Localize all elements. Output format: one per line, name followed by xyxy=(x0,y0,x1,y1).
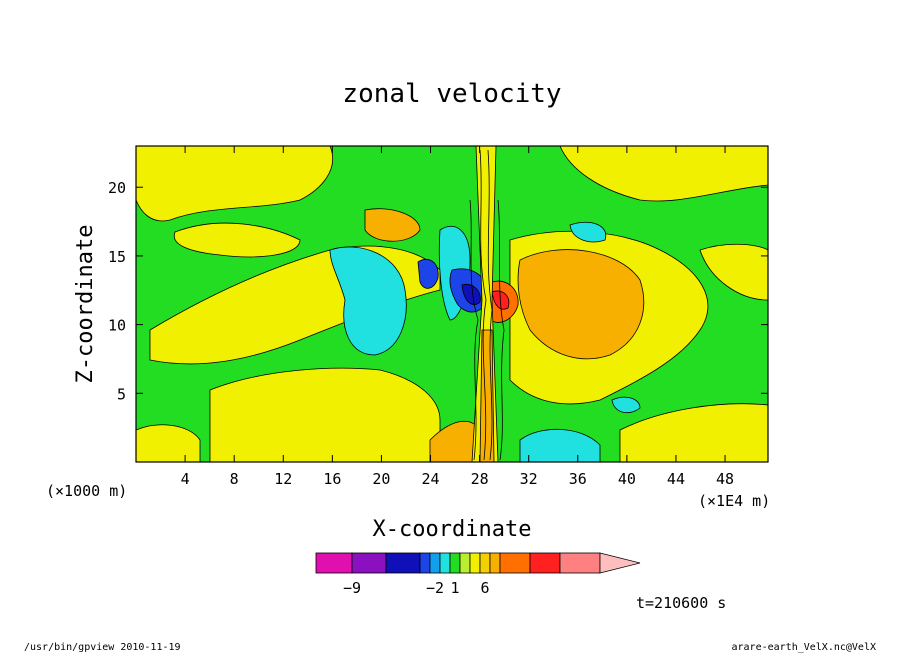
colorbar-label: 6 xyxy=(480,579,489,597)
y-tick-label: 20 xyxy=(108,179,126,197)
x-tick-label: 28 xyxy=(471,470,489,488)
plot-frame xyxy=(135,145,769,463)
x-tick-label: 24 xyxy=(421,470,439,488)
time-label: t=210600 s xyxy=(636,594,726,612)
x-tick-label: 36 xyxy=(569,470,587,488)
colorbar-swatch xyxy=(459,552,471,574)
x-unit-left: (×1000 m) xyxy=(46,482,127,500)
colorbar-swatch xyxy=(499,552,531,574)
colorbar-label: −9 xyxy=(343,579,361,597)
x-tick-label: 8 xyxy=(230,470,239,488)
colorbar-swatch xyxy=(469,552,481,574)
colorbar xyxy=(315,552,641,574)
footer-left: /usr/bin/gpview 2010-11-19 xyxy=(24,642,181,653)
colorbar-swatch xyxy=(419,552,431,574)
x-axis-label: X-coordinate xyxy=(373,517,532,542)
y-tick-label: 15 xyxy=(108,248,126,266)
x-tick-label: 4 xyxy=(181,470,190,488)
colorbar-swatch xyxy=(385,552,421,574)
chart-title: zonal velocity xyxy=(342,79,561,109)
footer-right: arare-earth_VelX.nc@VelX xyxy=(732,642,877,653)
y-tick-label: 5 xyxy=(117,385,126,403)
colorbar-label: −2 xyxy=(426,579,444,597)
x-unit-right: (×1E4 m) xyxy=(698,492,770,510)
colorbar-labels: −9 −2 1 6 xyxy=(343,579,490,597)
x-tick-label: 12 xyxy=(274,470,292,488)
colorbar-swatch xyxy=(489,552,501,574)
x-axis-ticks: 4 8 12 16 20 24 28 32 36 40 44 48 xyxy=(181,146,734,488)
colorbar-swatch xyxy=(439,552,451,574)
y-axis-label: Z-coordinate xyxy=(73,225,98,384)
colorbar-swatch xyxy=(449,552,461,574)
x-tick-label: 20 xyxy=(372,470,390,488)
contour-field xyxy=(136,146,768,462)
colorbar-label: 1 xyxy=(450,579,459,597)
x-tick-label: 48 xyxy=(716,470,734,488)
colorbar-swatch xyxy=(315,552,353,574)
colorbar-swatch xyxy=(429,552,441,574)
x-tick-label: 40 xyxy=(618,470,636,488)
colorbar-swatch xyxy=(529,552,561,574)
colorbar-swatch xyxy=(479,552,491,574)
x-tick-label: 16 xyxy=(323,470,341,488)
x-tick-label: 32 xyxy=(520,470,538,488)
colorbar-swatch xyxy=(351,552,387,574)
colorbar-arrow xyxy=(599,552,641,574)
y-tick-label: 10 xyxy=(108,317,126,335)
x-tick-label: 44 xyxy=(667,470,685,488)
y-axis-ticks: 5 10 15 20 xyxy=(108,179,768,403)
colorbar-swatch xyxy=(559,552,601,574)
